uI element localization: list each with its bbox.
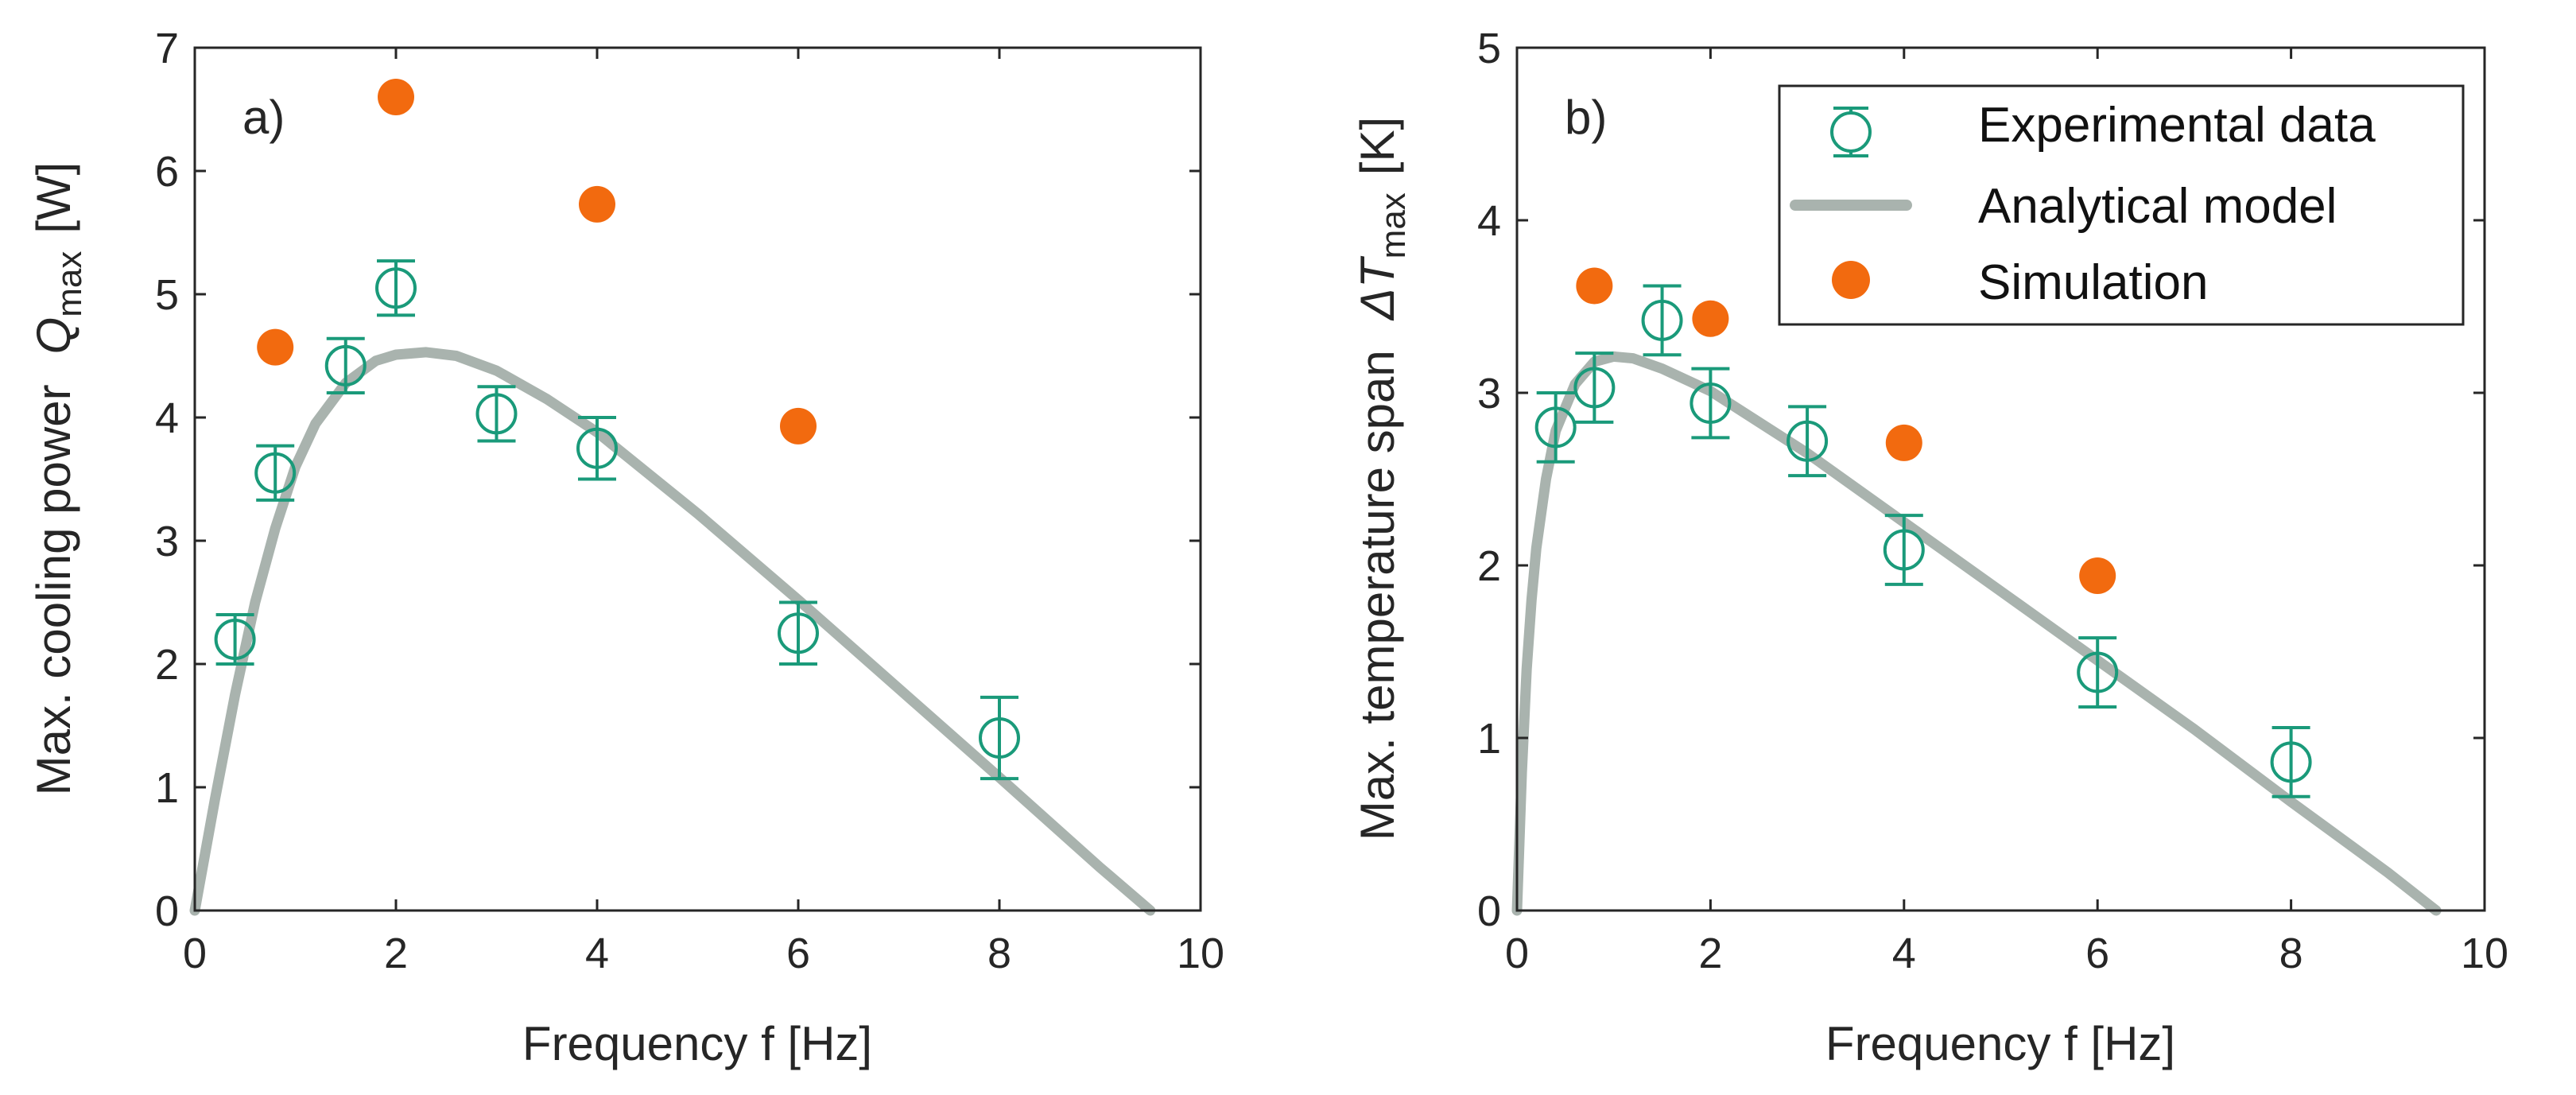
- experimental-marker: [1641, 299, 1683, 341]
- experimental-marker: [1690, 382, 1732, 425]
- legend-box: [1778, 84, 2465, 326]
- legend-experimental-marker: [1830, 107, 1872, 157]
- y-tick-label: 1: [1477, 715, 1501, 763]
- panel-a-marks: [189, 79, 1156, 916]
- panel-a-plot-frame: [193, 46, 1202, 912]
- y-tick-label: 4: [155, 394, 179, 442]
- experimental-point: [475, 385, 518, 443]
- y-tick-label: 5: [155, 271, 179, 319]
- y-tick-label: 3: [1477, 370, 1501, 417]
- y-tick-label: 1: [155, 764, 179, 812]
- y-tick-label: 0: [1477, 887, 1501, 935]
- experimental-marker: [214, 619, 256, 660]
- experimental-point: [2270, 725, 2312, 798]
- x-tick-label: 10: [1177, 930, 1224, 977]
- experimental-marker: [375, 267, 417, 309]
- panel-b-marks: [1511, 267, 2442, 916]
- panel-a-ticks: 0 2 4 6 8 10 0 1 2 3 4 5 6 7: [155, 25, 1224, 977]
- legend-simulation-marker: [1832, 261, 1870, 299]
- experimental-point: [324, 336, 367, 394]
- experimental-marker: [1883, 529, 1925, 571]
- panel-b-label: b): [1565, 91, 1607, 144]
- y-tick-label: 0: [155, 887, 179, 935]
- panel-a-cooling-power: 0 2 4 6 8 10 0 1 2 3 4 5 6 7 a) Frequency f [Hz] Max.…: [27, 25, 1224, 1070]
- y-tick-label: 2: [155, 641, 179, 689]
- experimental-marker: [2270, 741, 2312, 783]
- simulation-point: [1885, 424, 1922, 461]
- experimental-point: [778, 600, 819, 666]
- y-tick-label: 4: [1477, 197, 1501, 245]
- x-tick-label: 8: [2279, 930, 2303, 977]
- experimental-point: [979, 695, 1020, 781]
- experimental-point: [375, 259, 417, 317]
- experimental-point: [1690, 367, 1732, 440]
- panel-b-ticks: 0 2 4 6 8 10 0 1 2 3 4 5: [1477, 25, 2508, 977]
- experimental-marker: [324, 344, 367, 386]
- y-tick-label: 2: [1477, 542, 1501, 590]
- experimental-marker: [475, 393, 518, 435]
- panel-b-temperature-span: 0 2 4 6 8 10 0 1 2 3 4 5 b) Frequency f [Hz] Max. t…: [1351, 25, 2508, 1070]
- x-tick-label: 0: [1505, 930, 1529, 977]
- x-tick-label: 10: [2461, 930, 2508, 977]
- legend-experimental-label: Experimental data: [1978, 98, 2376, 153]
- simulation-point: [257, 328, 294, 366]
- legend-simulation-label: Simulation: [1978, 255, 2208, 310]
- experimental-marker: [979, 717, 1020, 759]
- experimental-point: [576, 416, 618, 481]
- panel-a-label: a): [242, 91, 285, 144]
- experimental-marker: [2077, 651, 2119, 693]
- experimental-point: [214, 613, 256, 666]
- experimental-point: [254, 444, 297, 502]
- experimental-point: [2077, 636, 2119, 709]
- panel-a-y-axis-label: Max. cooling powerQmax[W]: [27, 162, 89, 796]
- x-tick-label: 4: [585, 930, 609, 977]
- x-tick-label: 6: [786, 930, 810, 977]
- model-curve: [189, 347, 1156, 916]
- x-tick-label: 2: [1698, 930, 1722, 977]
- x-tick-label: 8: [987, 930, 1011, 977]
- experimental-point: [1787, 405, 1829, 478]
- experimental-marker: [254, 452, 297, 494]
- panel-b-plot-frame: [1515, 46, 2486, 912]
- x-tick-label: 4: [1892, 930, 1916, 977]
- experimental-marker: [1534, 406, 1577, 448]
- simulation-point: [378, 79, 414, 115]
- panel-a-x-axis-label: Frequency f [Hz]: [522, 1017, 872, 1070]
- x-tick-label: 2: [384, 930, 408, 977]
- y-tick-label: 6: [155, 148, 179, 196]
- y-tick-label: 5: [1477, 25, 1501, 72]
- experimental-marker: [778, 612, 819, 654]
- simulation-point: [579, 185, 615, 223]
- experimental-point: [1573, 351, 1616, 424]
- experimental-marker: [1573, 367, 1616, 409]
- experimental-marker: [576, 427, 618, 469]
- x-tick-label: 6: [2085, 930, 2109, 977]
- x-tick-label: 0: [183, 930, 207, 977]
- legend-model-label: Analytical model: [1978, 179, 2337, 234]
- simulation-point: [1692, 300, 1729, 337]
- experimental-point: [1641, 284, 1683, 357]
- y-tick-label: 7: [155, 25, 179, 72]
- simulation-point: [780, 407, 817, 445]
- experimental-marker: [1787, 420, 1829, 462]
- simulation-point: [1576, 267, 1613, 305]
- experimental-point: [1534, 391, 1577, 464]
- model-curve: [1511, 351, 2442, 916]
- simulation-point: [2079, 557, 2116, 595]
- experimental-point: [1883, 514, 1925, 586]
- legend: Experimental data Analytical model Simul…: [1778, 84, 2465, 326]
- y-tick-label: 3: [155, 518, 179, 565]
- legend-experimental-circle: [1830, 111, 1872, 153]
- panel-b-x-axis-label: Frequency f [Hz]: [1825, 1017, 2175, 1070]
- panel-b-y-axis-label: Max. temperature spanΔTmax[K]: [1351, 117, 1413, 841]
